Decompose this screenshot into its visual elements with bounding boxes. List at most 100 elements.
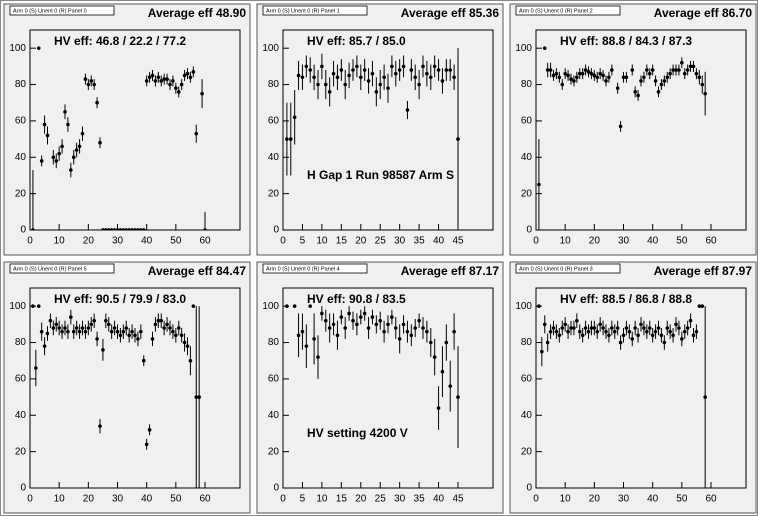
data-point xyxy=(397,68,402,72)
data-point xyxy=(300,75,305,80)
data-point xyxy=(680,337,684,341)
x-tick-label: 40 xyxy=(647,236,659,247)
data-point xyxy=(42,122,47,127)
data-point xyxy=(89,79,94,83)
data-point xyxy=(694,71,699,76)
data-point xyxy=(688,64,693,69)
data-point xyxy=(685,68,690,72)
data-point xyxy=(685,326,690,330)
data-point xyxy=(141,228,146,230)
data-point xyxy=(36,46,41,50)
data-point xyxy=(308,304,313,308)
data-point xyxy=(86,326,91,330)
data-point xyxy=(633,326,637,330)
data-point xyxy=(316,82,320,87)
data-point xyxy=(601,326,605,330)
data-point xyxy=(188,75,193,80)
data-point xyxy=(335,75,340,80)
data-point xyxy=(456,137,460,141)
data-point xyxy=(95,100,99,105)
data-point xyxy=(339,68,344,72)
data-point xyxy=(159,318,164,323)
data-point xyxy=(144,79,149,83)
y-tick-label: 20 xyxy=(521,188,533,199)
y-tick-label: 100 xyxy=(262,43,279,54)
data-point xyxy=(592,73,597,78)
panel-title: Arm 0 (S) Unent 0 (R) Panel 1 xyxy=(266,8,340,14)
panel-title: Arm 0 (S) Unent 0 (R) Panel 0 xyxy=(13,8,87,14)
data-point xyxy=(633,90,637,94)
y-tick-label: 60 xyxy=(268,374,280,385)
data-point xyxy=(671,68,675,72)
data-point xyxy=(71,329,76,334)
data-point xyxy=(545,68,550,72)
data-point xyxy=(139,329,143,334)
y-tick-label: 80 xyxy=(15,79,27,90)
data-point xyxy=(557,333,562,338)
data-point xyxy=(331,71,336,76)
data-point xyxy=(554,329,559,334)
data-point xyxy=(51,326,56,330)
data-point xyxy=(653,329,658,334)
data-point xyxy=(312,337,316,341)
data-point xyxy=(370,71,375,76)
y-tick-label: 0 xyxy=(273,483,279,494)
x-tick-label: 30 xyxy=(618,236,630,247)
data-point xyxy=(417,82,421,87)
data-point xyxy=(413,326,418,330)
data-point xyxy=(118,228,123,230)
data-point xyxy=(682,71,687,76)
data-point xyxy=(636,333,640,338)
x-tick-label: 45 xyxy=(452,236,464,247)
data-point xyxy=(621,75,626,80)
data-point xyxy=(405,108,410,112)
data-point xyxy=(351,68,355,72)
data-point xyxy=(156,75,161,80)
data-point xyxy=(566,329,570,334)
data-point xyxy=(677,68,681,72)
data-point xyxy=(390,64,394,69)
data-point xyxy=(397,337,402,341)
data-point xyxy=(542,322,547,327)
data-point xyxy=(83,329,88,334)
data-point xyxy=(57,151,61,156)
y-tick-label: 100 xyxy=(515,301,532,312)
data-point xyxy=(621,333,626,338)
x-tick-label: 10 xyxy=(316,494,328,505)
data-point xyxy=(320,311,324,316)
data-point xyxy=(662,79,667,83)
hv-eff: HV eff: 90.8 / 83.5 xyxy=(307,292,406,306)
data-point xyxy=(659,333,664,338)
data-point xyxy=(650,333,655,338)
data-point xyxy=(537,304,541,308)
data-point xyxy=(703,91,707,96)
data-point xyxy=(98,424,102,428)
data-point xyxy=(194,395,199,399)
data-point xyxy=(362,68,367,72)
data-point xyxy=(54,159,59,163)
y-tick-label: 20 xyxy=(268,188,280,199)
data-point xyxy=(572,326,576,330)
data-point xyxy=(615,86,620,90)
plot-frame xyxy=(29,287,241,489)
data-point xyxy=(440,79,445,83)
data-point xyxy=(130,228,134,230)
marks xyxy=(537,46,707,230)
data-point xyxy=(639,322,643,327)
y-tick-label: 40 xyxy=(521,152,533,163)
data-point xyxy=(656,90,661,94)
data-point xyxy=(577,329,582,334)
data-point xyxy=(104,318,108,323)
data-point xyxy=(630,68,635,72)
data-point xyxy=(645,68,649,72)
data-point xyxy=(63,326,67,330)
panel: Arm 0 (S) Unent 0 (R) Panel 4 Average eff… xyxy=(256,261,504,514)
data-point xyxy=(671,333,675,338)
data-point xyxy=(174,333,178,338)
data-point xyxy=(292,115,297,120)
data-point xyxy=(139,228,143,230)
data-point xyxy=(150,337,155,341)
data-point xyxy=(115,228,120,230)
data-point xyxy=(554,71,559,76)
data-point xyxy=(185,71,190,76)
